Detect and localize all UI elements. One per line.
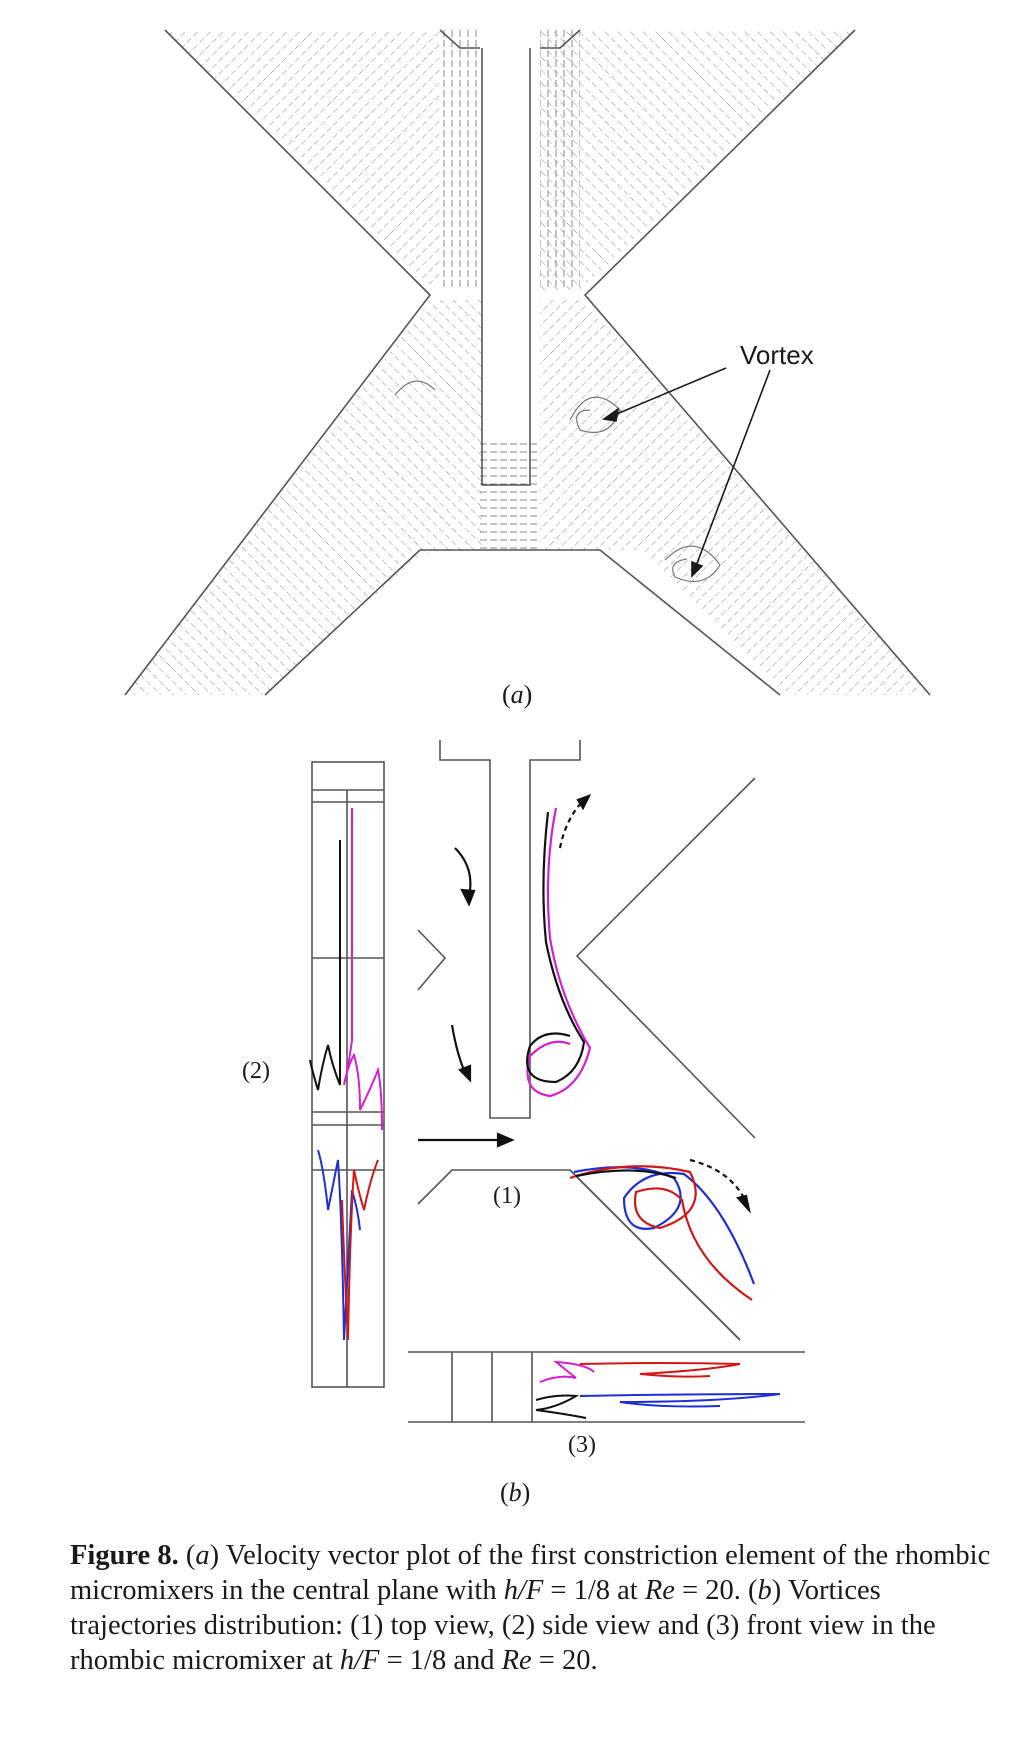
caption-hf-2: h/F	[339, 1645, 380, 1676]
figure-number: Figure 8.	[70, 1540, 179, 1571]
center-blade	[481, 48, 531, 486]
side-black-trajectory	[309, 840, 341, 1091]
caption-b-marker: b	[757, 1575, 772, 1606]
panel-a-letter: a	[510, 680, 524, 709]
front-view-label: (3)	[568, 1432, 596, 1458]
top-red-trajectory	[569, 1165, 753, 1301]
top-magenta-trajectory	[526, 807, 592, 1098]
side-view-channel	[311, 761, 385, 1388]
vortex-trajectories-diagram	[309, 740, 805, 1423]
top-view-right-wall-upper	[575, 777, 756, 1139]
caption-eq-2: = 20.	[682, 1575, 741, 1606]
caption-eq-4: = 20.	[538, 1645, 598, 1676]
top-view-bottom-wall	[417, 1169, 741, 1341]
front-red-trajectory	[579, 1362, 741, 1378]
side-view-label: (2)	[242, 1058, 270, 1084]
figure-caption: Figure 8. (a) Velocity vector plot of th…	[70, 1540, 991, 1676]
front-black-trajectory	[535, 1394, 587, 1419]
caption-a-text: Velocity vector plot of the first constr…	[70, 1540, 991, 1606]
front-blue-trajectory	[579, 1393, 781, 1408]
caption-eq-1: = 1/8	[550, 1575, 611, 1606]
panel-a-label: (a)	[502, 680, 533, 709]
vortex-label: Vortex	[740, 340, 814, 370]
caption-re-1: Re	[644, 1575, 675, 1606]
lower-left-channel	[125, 300, 482, 695]
velocity-vector-plot	[124, 29, 931, 696]
caption-and: and	[453, 1645, 495, 1676]
side-red-trajectory	[341, 1159, 379, 1341]
side-magenta-trajectory	[343, 808, 383, 1131]
caption-re-2: Re	[501, 1645, 532, 1676]
caption-a-marker: a	[195, 1540, 210, 1571]
upper-right-channel	[540, 30, 855, 290]
caption-b-text: Vortices trajectories distribution: (1) …	[70, 1575, 936, 1676]
caption-eq-3: = 1/8	[386, 1645, 447, 1676]
caption-at: at	[617, 1575, 638, 1606]
caption-hf-1: h/F	[503, 1575, 544, 1606]
top-view-label: (1)	[493, 1183, 521, 1209]
lower-right-channel	[540, 300, 930, 695]
top-black-trajectory	[526, 811, 586, 1084]
panel-b-letter: b	[508, 1478, 522, 1507]
left-of-blade-flow	[440, 30, 480, 290]
upper-left-channel	[165, 30, 440, 290]
panel-b-label: (b)	[500, 1478, 531, 1507]
right-of-blade-flow	[540, 30, 580, 290]
front-magenta-trajectory	[539, 1360, 595, 1383]
